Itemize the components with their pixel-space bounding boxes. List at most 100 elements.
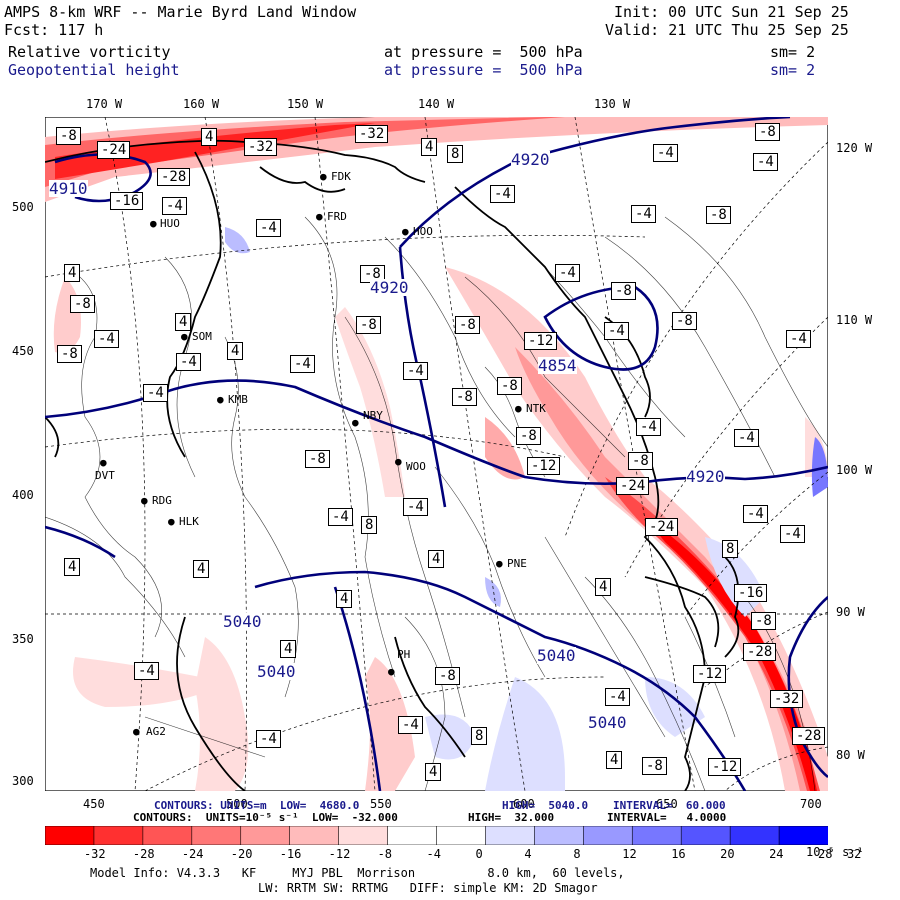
height-label: 4920 <box>511 150 550 169</box>
colorbar-swatch <box>436 826 487 845</box>
colorbar-swatch <box>240 826 291 845</box>
station-marker: ● <box>402 225 409 238</box>
vorticity-label: -4 <box>94 330 119 348</box>
station-label: RDG <box>152 494 172 507</box>
height-label: 5040 <box>588 713 627 732</box>
station-label: FDK <box>331 170 351 183</box>
station-marker: ● <box>388 665 395 678</box>
colorbar-tick-label: -20 <box>230 847 253 861</box>
lon-label-right: 80 W <box>836 748 865 762</box>
lon-label-top: 170 W <box>86 97 123 111</box>
vorticity-label: 8 <box>447 145 464 163</box>
height-label: 4854 <box>538 356 577 375</box>
station-label: DVT <box>95 469 115 482</box>
contour-info-vorticity-interval: INTERVAL= 4.0000 <box>607 811 727 824</box>
vorticity-label: 4 <box>428 550 445 568</box>
vorticity-label: -12 <box>693 665 727 683</box>
vorticity-label: -12 <box>708 758 742 776</box>
vorticity-label: -4 <box>743 505 768 523</box>
vorticity-label: -8 <box>611 282 636 300</box>
vorticity-label: 4 <box>175 313 192 331</box>
station-marker: ● <box>316 210 323 223</box>
colorbar-tick-label: 20 <box>720 847 735 861</box>
vorticity-label: -4 <box>753 153 778 171</box>
vorticity-label: -8 <box>755 123 780 141</box>
vorticity-label: -8 <box>305 450 330 468</box>
vorticity-label: -4 <box>786 330 811 348</box>
grid-x-label: 500 <box>226 797 248 811</box>
vorticity-label: -32 <box>355 125 389 143</box>
vorticity-label: -4 <box>604 322 629 340</box>
vorticity-label: 4 <box>64 558 81 576</box>
colorbar-tick-label: -28 <box>132 847 155 861</box>
lon-label-right: 110 W <box>836 313 873 327</box>
vorticity-label: -4 <box>780 525 805 543</box>
vorticity-label: 8 <box>361 516 378 534</box>
vorticity-label: 8 <box>471 727 488 745</box>
station-label: HOO <box>413 225 433 238</box>
station-label: NTK <box>526 402 546 415</box>
height-label: 5040 <box>223 612 262 631</box>
vorticity-label: -4 <box>256 219 281 237</box>
grid-y-label: 300 <box>12 774 34 788</box>
vorticity-label: -8 <box>455 316 480 334</box>
colorbar-swatch <box>534 826 585 845</box>
height-label: 5040 <box>257 662 296 681</box>
vorticity-label: -24 <box>97 141 131 159</box>
colorbar-tick-label: -4 <box>426 847 441 861</box>
colorbar-tick-label: 32 <box>846 847 862 861</box>
colorbar-tick-label: 8 <box>573 847 581 861</box>
vorticity-label: -8 <box>516 427 541 445</box>
vorticity-label: -8 <box>452 388 477 406</box>
lon-label-top: 140 W <box>418 97 455 111</box>
grid-x-label: 450 <box>83 797 105 811</box>
vorticity-label: 4 <box>421 138 438 156</box>
station-label: HUO <box>160 217 180 230</box>
colorbar-swatch <box>289 826 340 845</box>
height-label: 4920 <box>370 278 409 297</box>
lon-label-top: 150 W <box>287 97 324 111</box>
colorbar-tick-label: 24 <box>769 847 784 861</box>
vorticity-label: -16 <box>110 192 144 210</box>
field1-name: Relative vorticity <box>8 43 171 61</box>
grid-y-label: 500 <box>12 200 34 214</box>
vorticity-label: -4 <box>398 716 423 734</box>
vorticity-label: 4 <box>193 560 210 578</box>
colorbar-tick-label: -12 <box>328 847 351 861</box>
colorbar-tick-label: 0 <box>475 847 483 861</box>
station-label: HLK <box>179 515 199 528</box>
vorticity-label: -16 <box>734 584 768 602</box>
station-label: NBY <box>363 409 383 422</box>
colorbar-tick-label: -16 <box>279 847 302 861</box>
station-label: AG2 <box>146 725 166 738</box>
colorbar-swatch <box>191 826 242 845</box>
vorticity-label: 4 <box>425 763 442 781</box>
field2-smoothing: sm= 2 <box>770 61 816 79</box>
vorticity-label: -8 <box>56 127 81 145</box>
station-marker: ● <box>496 557 503 570</box>
colorbar-tick-label: 16 <box>671 847 686 861</box>
station-marker: ● <box>150 217 157 230</box>
lon-label-top: 130 W <box>594 97 631 111</box>
colorbar-tick-label: -8 <box>377 847 393 861</box>
vorticity-label: -12 <box>527 457 561 475</box>
vorticity-label: 4 <box>227 342 244 360</box>
grid-y-label: 400 <box>12 488 34 502</box>
vorticity-label: 4 <box>280 640 297 658</box>
station-label: SOM <box>192 330 212 343</box>
station-marker: ● <box>320 170 327 183</box>
station-marker: ● <box>141 494 148 507</box>
colorbar-swatch <box>387 826 438 845</box>
vorticity-label: 4 <box>201 128 218 146</box>
vorticity-label: -4 <box>636 418 661 436</box>
vorticity-label: -4 <box>605 688 630 706</box>
field1-level: at pressure = 500 hPa <box>384 43 583 61</box>
vorticity-label: -8 <box>672 312 697 330</box>
vorticity-label: -8 <box>642 757 667 775</box>
valid-time: Valid: 21 UTC Thu 25 Sep 25 <box>605 21 849 39</box>
colorbar-unit: 10⁻⁵ s⁻¹ <box>806 845 864 859</box>
vorticity-label: -24 <box>616 477 650 495</box>
vorticity-label: -8 <box>70 295 95 313</box>
colorbar-tick-label: -24 <box>181 847 204 861</box>
vorticity-label: -4 <box>328 508 353 526</box>
